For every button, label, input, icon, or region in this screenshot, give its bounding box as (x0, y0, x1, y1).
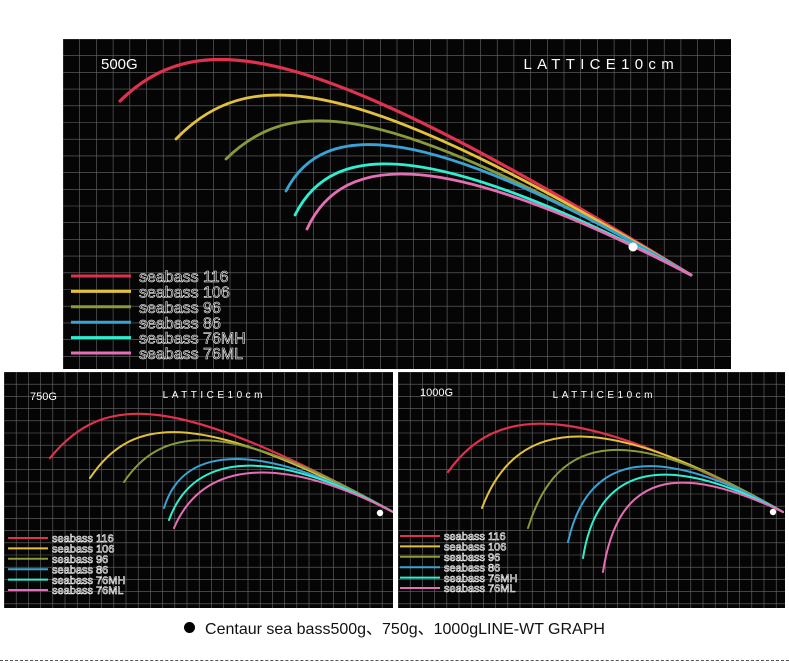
legend-label: seabass 76ML (139, 346, 243, 363)
legend-label: seabass 96 (139, 300, 221, 317)
chart-panel-750g: 750G LATTICE10cm seabass 116 seabass 106 sea… (4, 372, 393, 608)
figure-caption: Centaur sea bass500g、750g、1000gLINE-WT G… (0, 615, 789, 639)
series-line-seabass-76ml (602, 481, 784, 573)
series-line-seabass-76mh (582, 473, 784, 559)
series-line-seabass-76ml (305, 172, 693, 277)
series-line-seabass-96 (123, 439, 393, 513)
legend-label: seabass 106 (139, 284, 230, 301)
series-line-seabass-116 (118, 57, 693, 277)
series-line-seabass-86 (163, 458, 393, 513)
legend-label: seabass 76MH (52, 575, 125, 587)
line-tip-marker (376, 509, 384, 517)
legend-label: seabass 86 (444, 562, 500, 574)
series-line-seabass-96 (224, 119, 693, 277)
series-line-seabass-76ml (173, 471, 393, 529)
chart-1000g-grid (398, 372, 785, 608)
lattice-label: LATTICE10cm (553, 390, 656, 401)
line-tip-marker (628, 242, 638, 252)
series-line-seabass-86 (567, 465, 784, 543)
legend-label: seabass 116 (52, 533, 114, 545)
legend-label: seabass 96 (52, 554, 108, 566)
legend-label: seabass 106 (52, 544, 114, 556)
lattice-label: LATTICE10cm (523, 56, 679, 73)
series-line-seabass-86 (284, 143, 693, 277)
weight-label: 500G (101, 56, 138, 73)
weight-label: 750G (30, 391, 57, 403)
legend-label: seabass 76MH (139, 331, 246, 348)
series-line-seabass-96 (527, 448, 784, 529)
legend-label: seabass 86 (139, 315, 221, 332)
legend-label: seabass 76ML (444, 583, 516, 595)
legend-label: seabass 116 (444, 531, 506, 543)
chart-panel-1000g: 1000G LATTICE10cm seabass 116 seabass 106 se… (398, 372, 785, 608)
divider (0, 660, 789, 661)
chart-panel-500g: 500G LATTICE10cm seabass 116 seabass 106 sea… (63, 39, 731, 369)
series-line-seabass-76mh (293, 162, 693, 277)
weight-label: 1000G (420, 387, 453, 399)
lattice-label: LATTICE10cm (163, 390, 266, 401)
legend-label: seabass 76ML (52, 585, 124, 597)
chart-500g-grid (63, 39, 731, 369)
legend-label: seabass 116 (139, 269, 229, 286)
series-line-seabass-106 (174, 93, 693, 277)
legend-label: seabass 106 (444, 542, 506, 554)
series-line-seabass-76mh (168, 464, 393, 521)
caption-text: Centaur sea bass500g、750g、1000gLINE-WT G… (205, 621, 605, 638)
series-line-seabass-116 (446, 422, 785, 514)
bullet-icon (184, 622, 196, 633)
legend-label: seabass 96 (444, 552, 500, 564)
legend-label: seabass 76MH (444, 573, 517, 585)
line-tip-marker (769, 508, 777, 516)
legend-label: seabass 86 (52, 564, 108, 576)
series-line-seabass-106 (89, 431, 393, 513)
